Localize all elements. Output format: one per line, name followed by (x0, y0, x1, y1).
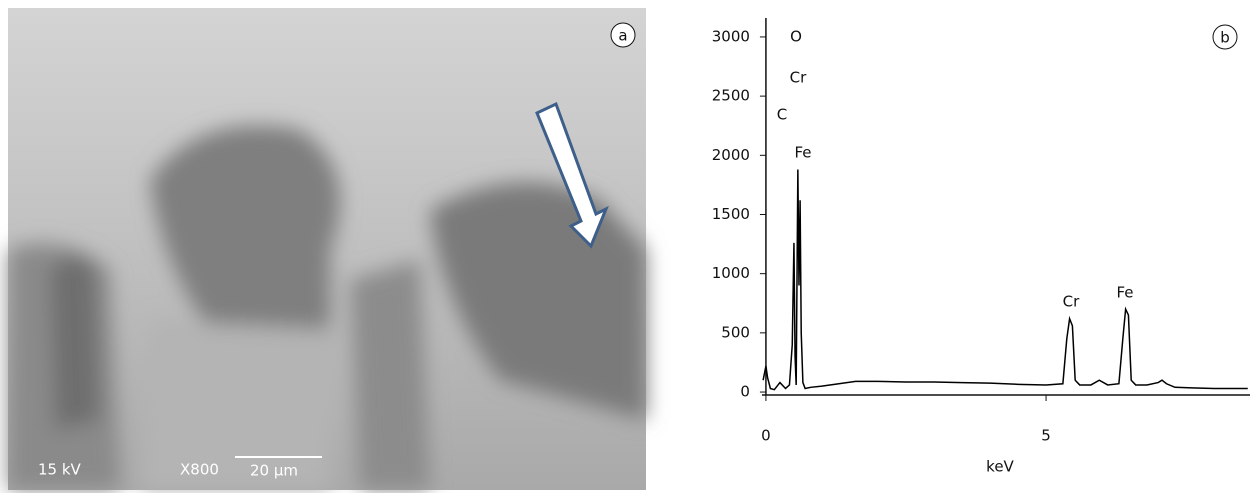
panel-label: b (1220, 29, 1230, 47)
voltage: 15 kV (38, 461, 82, 479)
y-tick-label: 500 (721, 323, 750, 341)
peak-label: Fe (794, 144, 811, 162)
peak-label: O (790, 28, 802, 46)
spectrum-chart: b keV 0 500 1000 1500 2000 2500 3000 0 5 O Cr C Fe Cr… (712, 18, 1250, 476)
sem-features (8, 125, 646, 490)
panel-label: a (618, 27, 627, 45)
peak-label: Fe (1116, 284, 1133, 302)
panel-label-circle (610, 22, 636, 48)
panel-label-circle (1212, 24, 1238, 50)
peak-label: Cr (790, 69, 807, 87)
scale-bar-label: 20 µm (250, 462, 298, 480)
y-tick-label: 3000 (712, 27, 750, 45)
spectrum-line (762, 169, 1248, 391)
sem-image: a 15 kV X800 20 µm (8, 8, 646, 490)
y-tick-label: 1500 (712, 205, 750, 223)
y-tick-label: 0 (740, 383, 750, 401)
peak-label: C (777, 106, 787, 124)
y-tick-label: 1000 (712, 264, 750, 282)
x-axis-label: keV (986, 458, 1014, 476)
y-tick-label: 2500 (712, 87, 750, 105)
x-tick-label: 5 (1041, 427, 1051, 445)
peak-label: Cr (1063, 293, 1080, 311)
y-tick-label: 2000 (712, 146, 750, 164)
magnification: X800 (180, 461, 219, 479)
x-tick-label: 0 (761, 427, 771, 445)
arrow (535, 101, 609, 249)
